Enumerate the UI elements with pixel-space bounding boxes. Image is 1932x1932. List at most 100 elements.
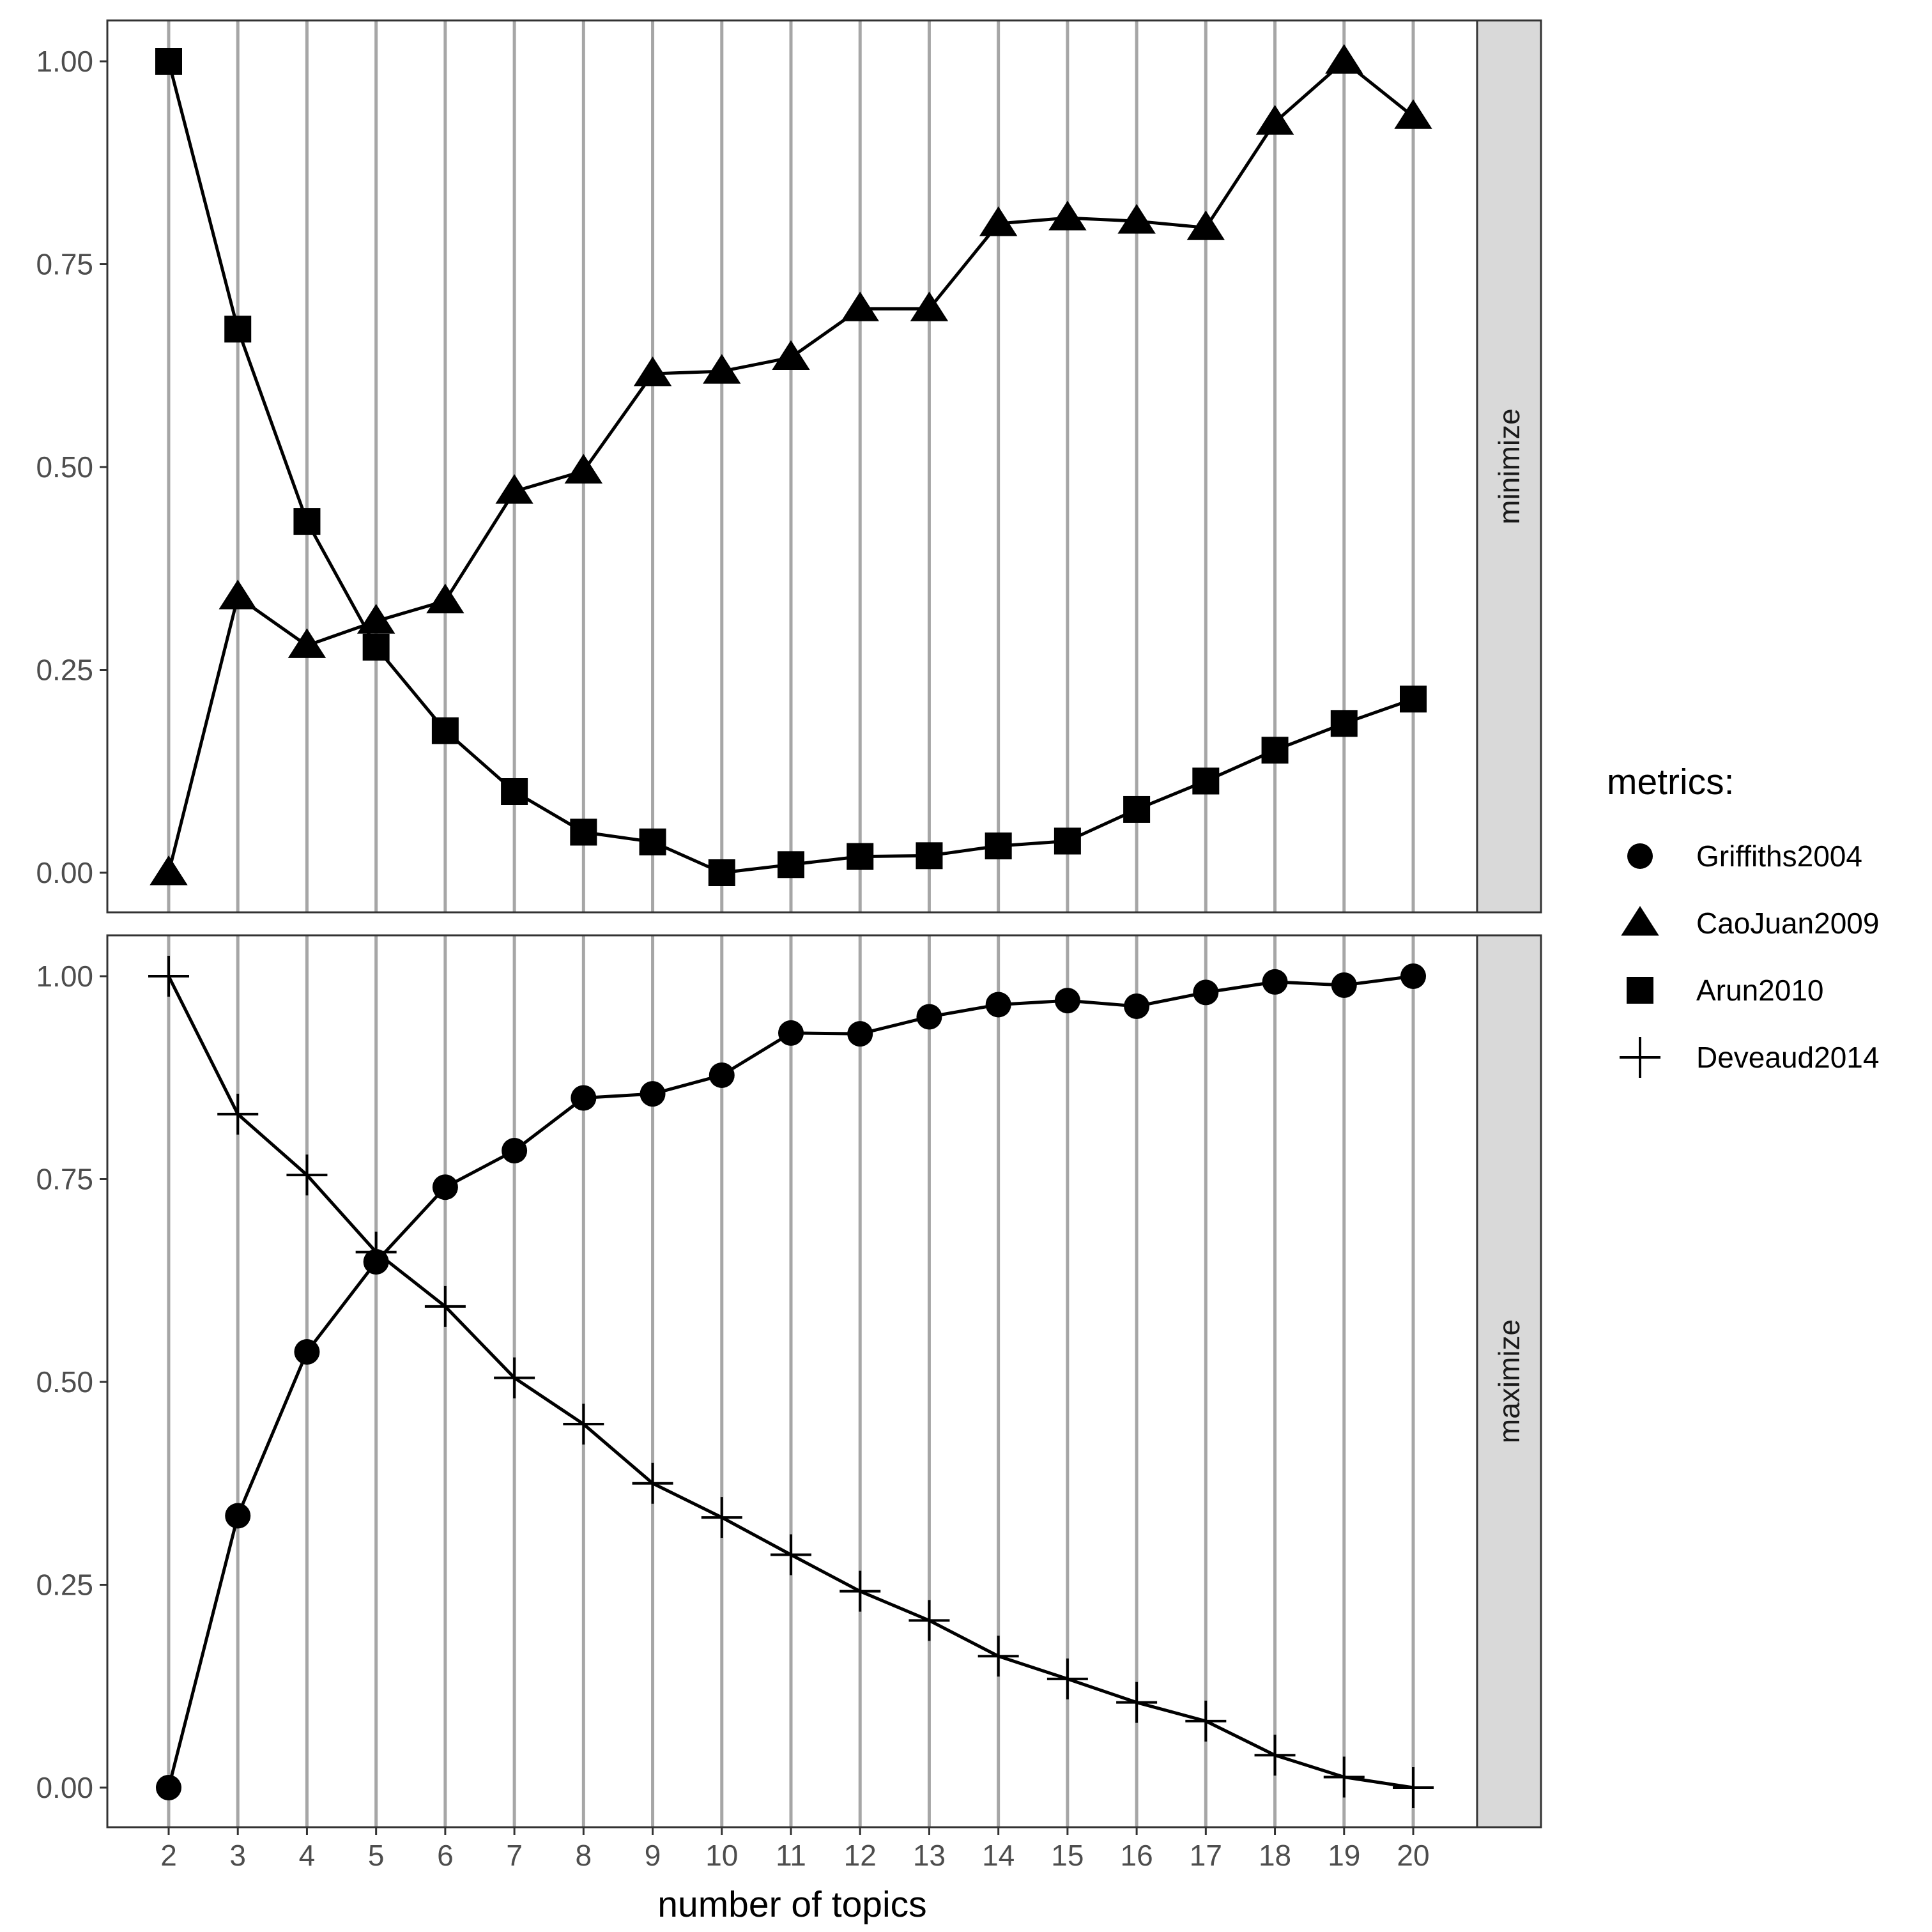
point-CaoJuan2009-12 [841,291,879,321]
point-Deveaud2014-4 [286,1154,328,1196]
y-tick-label: 0.25 [36,1568,93,1602]
x-tick-label: 3 [229,1839,246,1872]
point-Deveaud2014-6 [424,1285,466,1327]
panel-minimize: 0.00 0.25 0.50 0.75 1.00 minimize [36,19,1542,914]
point-Deveaud2014-10 [701,1497,742,1538]
y-tick-label: 0.75 [36,248,93,281]
panel-minimize-strip-label: minimize [1492,408,1526,524]
x-tick-label: 10 [705,1839,738,1872]
x-tick-label: 18 [1259,1839,1291,1872]
point-Arun2010-12 [847,843,874,870]
x-tick-label: 11 [776,1839,806,1872]
point-Deveaud2014-12 [839,1570,881,1612]
point-Griffiths2004-16 [1124,993,1150,1019]
point-Griffiths2004-14 [985,992,1011,1018]
point-Deveaud2014-3 [217,1093,259,1135]
point-Arun2010-9 [639,828,666,855]
y-tick-label: 0.00 [36,1771,93,1804]
point-Arun2010-2 [155,48,182,75]
point-Arun2010-8 [570,818,597,846]
point-Arun2010-19 [1330,710,1358,737]
panel-minimize-points [150,44,1432,886]
point-Arun2010-13 [916,842,943,870]
y-tick-label: 0.25 [36,654,93,687]
panel-maximize: 0.00 0.25 0.50 0.75 1.00 maximize [36,934,1542,1828]
point-Griffiths2004-17 [1193,979,1219,1006]
point-Deveaud2014-16 [1116,1682,1158,1723]
y-tick-label: 0.75 [36,1163,93,1196]
x-tick-label: 20 [1397,1839,1429,1872]
x-tick-label: 6 [437,1839,454,1872]
legend-title: metrics: [1607,762,1735,802]
panel-maximize-y-axis: 0.00 0.25 0.50 0.75 1.00 [36,960,107,1804]
point-CaoJuan2009-2 [150,855,188,885]
point-Griffiths2004-4 [294,1339,320,1365]
point-CaoJuan2009-3 [218,579,257,610]
y-tick-label: 0.50 [36,1365,93,1399]
point-Arun2010-18 [1261,737,1289,764]
y-tick-label: 0.50 [36,450,93,484]
point-Griffiths2004-8 [571,1085,597,1111]
point-Deveaud2014-15 [1046,1658,1088,1699]
point-Arun2010-14 [985,832,1012,860]
point-CaoJuan2009-9 [633,356,672,387]
point-CaoJuan2009-11 [772,340,810,370]
point-Deveaud2014-5 [355,1231,397,1273]
y-tick-label: 1.00 [36,45,93,78]
point-Deveaud2014-17 [1185,1700,1227,1742]
point-Deveaud2014-19 [1323,1756,1365,1798]
point-Arun2010-15 [1054,827,1081,855]
point-Griffiths2004-19 [1331,972,1357,998]
point-Deveaud2014-11 [770,1534,811,1575]
legend: metrics: Griffiths2004 CaoJuan2009 Arun201… [1607,762,1879,1078]
x-tick-label: 2 [160,1839,177,1872]
point-Deveaud2014-13 [908,1600,950,1641]
point-Deveaud2014-7 [494,1357,535,1399]
point-Griffiths2004-6 [432,1174,458,1200]
panel-minimize-y-axis: 0.00 0.25 0.50 0.75 1.00 [36,45,107,889]
point-Arun2010-20 [1400,686,1427,713]
legend-key-Griffiths2004 [1627,843,1653,869]
point-Griffiths2004-7 [502,1138,528,1164]
panel-maximize-points [148,956,1434,1808]
point-Arun2010-11 [778,851,804,878]
x-tick-label: 8 [576,1839,592,1872]
point-Deveaud2014-14 [977,1636,1019,1677]
point-CaoJuan2009-4 [288,628,326,658]
point-Griffiths2004-15 [1054,988,1080,1014]
point-CaoJuan2009-8 [564,454,603,484]
legend-key-CaoJuan2009 [1621,906,1659,936]
panel-maximize-strip [1476,934,1542,1828]
point-Griffiths2004-9 [640,1081,666,1107]
point-Arun2010-4 [293,508,321,535]
legend-items: Griffiths2004 CaoJuan2009 Arun2010 Deveaud2… [1620,839,1879,1078]
point-CaoJuan2009-16 [1117,204,1156,234]
legend-key-Deveaud2014 [1620,1037,1660,1078]
point-CaoJuan2009-6 [426,583,464,613]
point-Deveaud2014-2 [148,956,189,997]
x-tick-label: 4 [299,1839,316,1872]
point-Deveaud2014-18 [1254,1735,1296,1776]
x-tick-label: 16 [1121,1839,1153,1872]
x-tick-label: 17 [1190,1839,1222,1872]
point-Arun2010-6 [431,717,459,744]
point-CaoJuan2009-19 [1325,44,1363,74]
x-tick-label: 15 [1051,1839,1084,1872]
point-Arun2010-5 [362,633,390,661]
x-tick-label: 19 [1328,1839,1360,1872]
point-Arun2010-17 [1192,767,1220,795]
panel-minimize-strip [1476,19,1542,914]
point-Griffiths2004-18 [1262,969,1288,995]
x-axis: 2 3 4 5 6 7 8 9 10 11 12 13 14 15 16 17 18 19 20 [160,1827,1430,1872]
point-CaoJuan2009-17 [1186,210,1225,240]
x-axis-title: number of topics [657,1884,926,1925]
point-Griffiths2004-20 [1400,963,1426,989]
legend-label-Griffiths2004: Griffiths2004 [1696,839,1862,873]
panel-maximize-background [107,935,1541,1827]
point-Griffiths2004-11 [778,1020,804,1046]
point-Deveaud2014-9 [632,1462,673,1504]
legend-label-CaoJuan2009: CaoJuan2009 [1696,907,1879,940]
x-tick-label: 9 [645,1839,661,1872]
legend-label-Arun2010: Arun2010 [1696,974,1824,1007]
